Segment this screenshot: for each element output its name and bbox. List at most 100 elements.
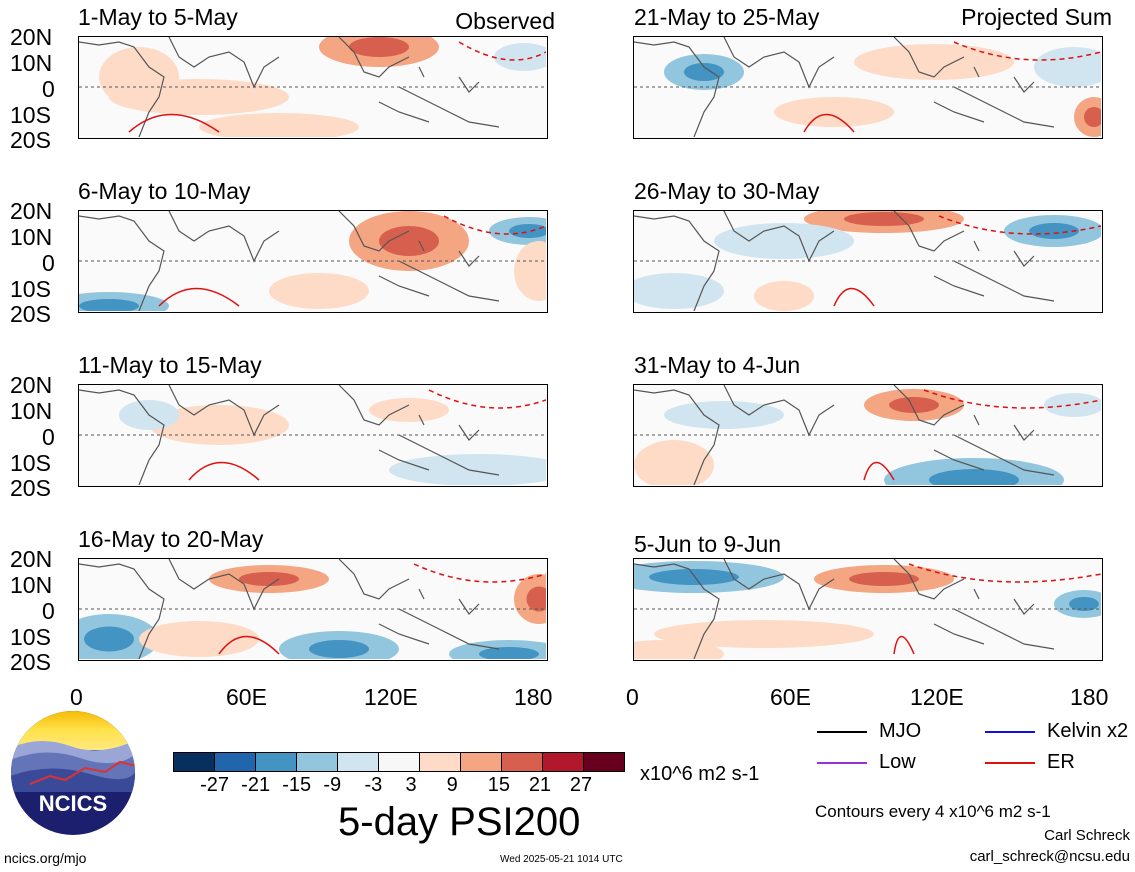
legend-line-mjo: [817, 730, 867, 733]
lat-label: 10N: [10, 572, 53, 598]
anomaly-core: [84, 626, 134, 652]
anomaly-core: [526, 586, 546, 612]
anomaly-core: [309, 640, 369, 658]
anomaly-core: [379, 226, 439, 256]
panel-title-6: 26-May to 30-May: [634, 178, 820, 204]
anomaly-region: [634, 640, 724, 659]
anomaly-region: [714, 223, 854, 259]
anomaly-core: [649, 569, 739, 585]
anomaly-region: [494, 43, 546, 71]
colorbar-tick-label: -21: [241, 774, 271, 796]
legend-label-er: ER: [1047, 751, 1075, 773]
coastline: [634, 211, 1055, 311]
lat-label: 10N: [10, 398, 53, 424]
anomaly-region: [199, 113, 359, 137]
map-shading: [79, 211, 546, 311]
er-contour: [158, 287, 240, 307]
er-contour: [863, 461, 895, 481]
panel-title-8: 5-Jun to 9-Jun: [634, 531, 782, 557]
coastline: [79, 559, 500, 659]
anomaly-region: [774, 97, 894, 127]
lat-label: 0: [42, 424, 55, 450]
colorbar-tick-label: -15: [282, 774, 312, 796]
colorbar-units: x10^6 m2 s-1: [640, 763, 760, 785]
panel-title-2: 6-May to 10-May: [78, 178, 251, 204]
er-contour: [803, 113, 855, 133]
er-contour-dashed: [428, 389, 546, 409]
lat-label: 0: [42, 250, 55, 276]
panel-title-7: 31-May to 4-Jun: [634, 352, 801, 378]
anomaly-core: [79, 299, 139, 311]
colorbar-tick-label: 27: [569, 774, 593, 796]
map-panel-7: [633, 384, 1103, 487]
anomaly-core: [889, 397, 939, 413]
map-panel-3: [78, 384, 548, 487]
colorbar-tick-label: -9: [323, 774, 342, 796]
coastline: [634, 385, 1055, 485]
er-contour-dashed: [953, 41, 1101, 61]
er-contour: [128, 113, 220, 133]
anomaly-region: [139, 621, 259, 657]
colorbar-tick-label: 3: [405, 774, 417, 796]
colorbar-tick-label: 9: [446, 774, 458, 796]
colorbar-swatch: [256, 753, 297, 771]
map-shading: [634, 385, 1101, 485]
anomaly-region: [99, 47, 179, 107]
anomaly-core: [1029, 223, 1079, 239]
map-panel-2: [78, 210, 548, 313]
legend-line-low: [817, 761, 867, 764]
lat-label: 20N: [10, 198, 53, 224]
legend-low: Low: [817, 751, 916, 774]
map-panel-5: [633, 36, 1103, 139]
lat-label: 0: [42, 598, 55, 624]
colorbar-swatch: [338, 753, 379, 771]
colorbar-swatch: [174, 753, 215, 771]
lat-label: 20N: [10, 372, 53, 398]
lat-label: 20S: [10, 301, 51, 327]
anomaly-region: [854, 44, 1014, 80]
anomaly-region: [634, 273, 724, 309]
anomaly-core: [1084, 107, 1101, 127]
author-name: Carl Schreck: [1044, 827, 1130, 844]
anomaly-core: [479, 647, 539, 659]
lat-label: 20N: [10, 24, 53, 50]
coastline: [79, 37, 500, 137]
lon-label: 60E: [226, 684, 267, 710]
legend-label-mjo: MJO: [879, 720, 922, 742]
colorbar-tick-label: -3: [364, 774, 383, 796]
anomaly-core: [849, 572, 919, 586]
lon-label: 120E: [910, 684, 964, 710]
colorbar-swatch: [543, 753, 584, 771]
anomaly-region: [1034, 47, 1101, 87]
map-shading: [79, 559, 546, 659]
colorbar: [173, 752, 625, 772]
colorbar-swatch: [461, 753, 502, 771]
panel-title-5: 21-May to 25-May: [634, 4, 820, 30]
anomaly-region: [269, 273, 369, 309]
colorbar-tick-label: -27: [200, 774, 229, 796]
anomaly-region: [634, 440, 714, 485]
colorbar-tick-label: 15: [487, 774, 510, 796]
anomaly-core: [929, 469, 1019, 485]
map-panel-8: [633, 558, 1103, 661]
colorbar-swatch: [215, 753, 256, 771]
panel-tag-observed: Observed: [455, 8, 555, 34]
anomaly-region: [369, 398, 449, 422]
er-contour-dashed: [413, 563, 546, 583]
lat-label: 20S: [10, 475, 51, 501]
legend-kelvin: Kelvin x2: [985, 720, 1128, 743]
lat-label: 20S: [10, 649, 51, 675]
colorbar-tick-label: 21: [528, 774, 552, 796]
lon-label: 180: [1070, 684, 1109, 710]
er-contour: [188, 461, 260, 481]
figure-title: 5-day PSI200: [338, 800, 581, 844]
lat-label: 0: [42, 76, 55, 102]
er-contour-dashed: [458, 41, 546, 61]
colorbar-swatch: [502, 753, 543, 771]
lat-label: 10S: [10, 276, 51, 302]
er-contour: [893, 635, 915, 655]
lon-label: 180: [514, 684, 553, 710]
anomaly-core: [239, 572, 299, 586]
panel-title-3: 11-May to 15-May: [78, 352, 262, 378]
map-shading: [79, 385, 546, 485]
